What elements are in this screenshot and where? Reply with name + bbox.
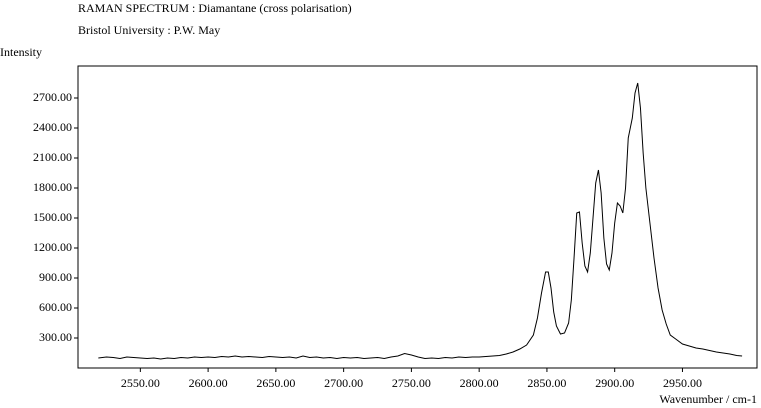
spectrum-line	[98, 82, 743, 360]
y-tick-label: 1500.00	[33, 210, 72, 224]
y-tick-label: 900.00	[39, 270, 72, 284]
x-tick-label: 2800.00	[460, 376, 499, 390]
x-tick-label: 2550.00	[121, 376, 160, 390]
y-tick-label: 2400.00	[33, 120, 72, 134]
y-tick-label: 1200.00	[33, 240, 72, 254]
chart-subtitle: Bristol University : P.W. May	[78, 23, 220, 37]
plot-frame	[77, 65, 758, 369]
y-tick-label: 600.00	[39, 300, 72, 314]
x-tick-label: 2650.00	[256, 376, 295, 390]
x-tick-label: 2850.00	[527, 376, 566, 390]
x-tick-label: 2600.00	[189, 376, 228, 390]
y-tick-label: 2100.00	[33, 150, 72, 164]
y-axis-label: Intensity	[0, 45, 42, 59]
x-axis-label: Wavenumber / cm-1	[659, 392, 757, 406]
x-tick-label: 2700.00	[324, 376, 363, 390]
y-tick-label: 2700.00	[33, 90, 72, 104]
y-tick-label: 1800.00	[33, 180, 72, 194]
x-tick-label: 2750.00	[392, 376, 431, 390]
chart-title: RAMAN SPECTRUM : Diamantane (cross polar…	[78, 1, 352, 15]
y-tick-label: 300.00	[39, 330, 72, 344]
x-tick-label: 2900.00	[595, 376, 634, 390]
x-tick-label: 2950.00	[663, 376, 702, 390]
